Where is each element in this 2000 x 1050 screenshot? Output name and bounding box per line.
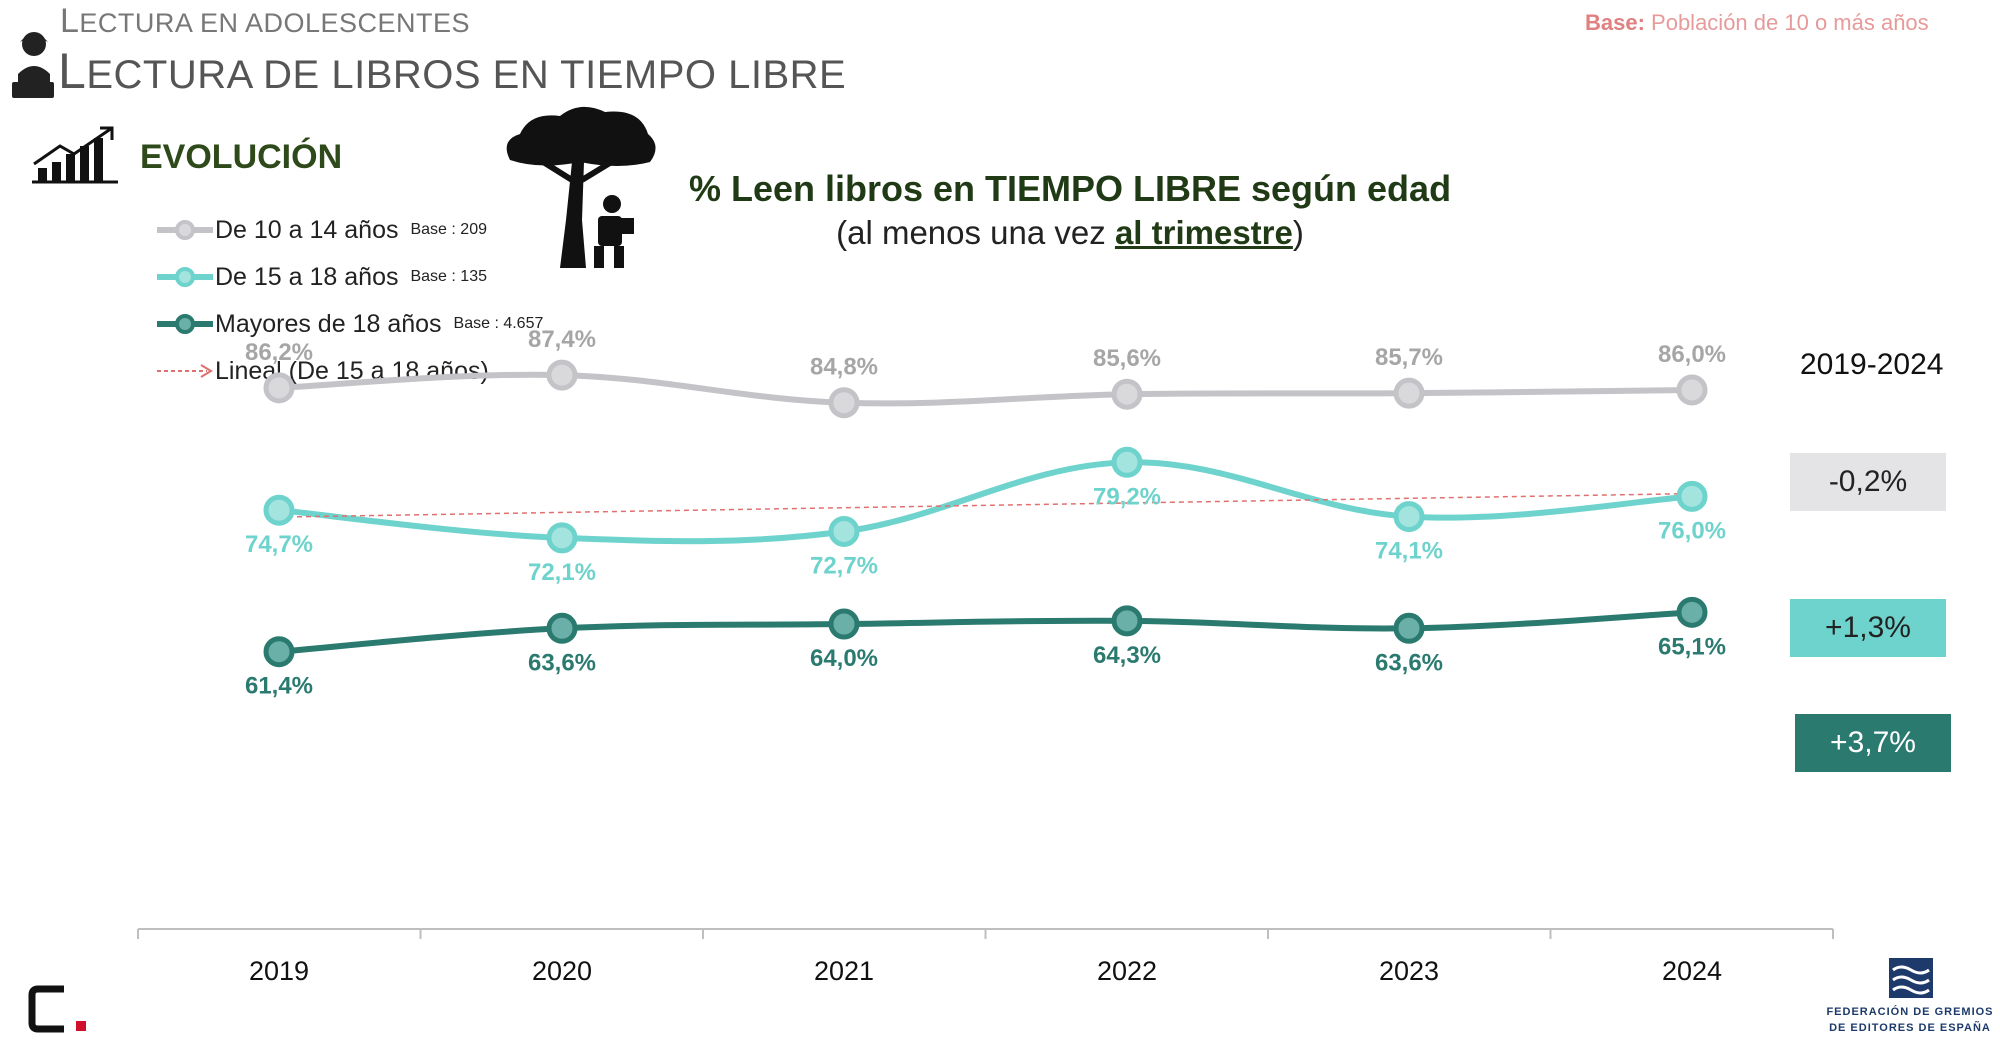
c-brand-logo — [28, 985, 86, 1033]
data-point-1-0 — [263, 494, 295, 526]
data-label-0-0: 86,2% — [245, 339, 313, 366]
data-point-0-0 — [263, 372, 295, 404]
data-label-1-3: 79,2% — [1093, 483, 1161, 510]
data-label-2-4: 63,6% — [1375, 649, 1443, 676]
data-label-0-5: 86,0% — [1658, 341, 1726, 368]
data-point-1-3 — [1111, 446, 1143, 478]
data-point-1-1 — [546, 522, 578, 554]
legend-label: Mayores de 18 años — [215, 309, 442, 338]
x-tick-label-2023: 2023 — [1379, 956, 1439, 986]
legend-item-10-14: De 10 a 14 años Base : 209 — [155, 210, 543, 250]
data-label-2-3: 64,3% — [1093, 642, 1161, 669]
legend-base: Base : 4.657 — [453, 315, 544, 332]
data-point-2-5 — [1676, 596, 1708, 628]
legend-swatch — [157, 364, 213, 378]
federation-logo-icon — [1889, 958, 1933, 998]
data-point-2-3 — [1111, 605, 1143, 637]
data-point-0-3 — [1111, 378, 1143, 410]
data-label-2-1: 63,6% — [528, 649, 596, 676]
legend-base: Base : 135 — [410, 268, 487, 285]
data-point-1-2 — [828, 515, 860, 547]
data-point-2-1 — [546, 612, 578, 644]
x-tick-label-2022: 2022 — [1097, 956, 1157, 986]
legend-label: De 15 a 18 años — [215, 262, 399, 291]
series-line-0 — [276, 371, 1695, 407]
data-label-1-5: 76,0% — [1658, 517, 1726, 544]
legend-swatch — [157, 220, 213, 240]
data-point-2-4 — [1393, 612, 1425, 644]
trendline — [278, 492, 1687, 518]
x-tick-label-2024: 2024 — [1662, 956, 1722, 986]
data-point-1-5 — [1676, 480, 1708, 512]
change-box-15-18: +1,3% — [1790, 599, 1946, 657]
change-box-10-14: -0,2% — [1790, 453, 1946, 511]
data-label-0-3: 85,6% — [1093, 345, 1161, 372]
tree-reading-icon — [506, 106, 656, 268]
series-line-2 — [276, 609, 1695, 655]
x-tick-label-2019: 2019 — [249, 956, 309, 986]
data-label-0-4: 85,7% — [1375, 344, 1443, 371]
chart-subtitle: (al menos una vez al trimestre) — [836, 214, 1304, 251]
data-label-1-1: 72,1% — [528, 559, 596, 586]
legend-label: De 10 a 14 años — [215, 215, 399, 244]
legend-item-15-18: De 15 a 18 años Base : 135 — [155, 257, 543, 297]
legend: De 10 a 14 años Base : 209 De 15 a 18 añ… — [155, 210, 543, 391]
growth-chart-icon — [32, 126, 118, 184]
data-label-2-5: 65,1% — [1658, 633, 1726, 660]
data-label-1-4: 74,1% — [1375, 538, 1443, 565]
x-tick-label-2020: 2020 — [532, 956, 592, 986]
section-label: LECTURA EN ADOLESCENTES — [60, 2, 471, 40]
reader-icon — [12, 32, 54, 98]
data-point-0-5 — [1676, 374, 1708, 406]
chart-title: % Leen libros en TIEMPO LIBRE según edad — [688, 168, 1452, 209]
x-tick-label-2021: 2021 — [814, 956, 874, 986]
period-label: 2019-2024 — [1800, 348, 1944, 381]
evolution-label: EVOLUCIÓN — [140, 138, 343, 176]
data-point-0-1 — [546, 359, 578, 391]
data-point-0-2 — [828, 387, 860, 419]
data-label-0-2: 84,8% — [810, 354, 878, 381]
legend-swatch — [157, 314, 213, 334]
data-label-2-2: 64,0% — [810, 645, 878, 672]
data-label-2-0: 61,4% — [245, 673, 313, 700]
data-point-2-2 — [828, 608, 860, 640]
data-point-0-4 — [1393, 377, 1425, 409]
data-label-1-2: 72,7% — [810, 552, 878, 579]
page-title: LECTURA DE LIBROS EN TIEMPO LIBRE — [58, 43, 847, 99]
data-point-2-0 — [263, 636, 295, 668]
legend-item-adults: Mayores de 18 años Base : 4.657 — [155, 304, 543, 344]
data-label-0-1: 87,4% — [528, 326, 596, 353]
series-line-1 — [276, 459, 1695, 545]
change-box-adults: +3,7% — [1795, 714, 1951, 772]
base-note: Base: Población de 10 o más años — [1585, 10, 1929, 35]
federation-logo-text: FEDERACIÓN DE GREMIOS DE EDITORES DE ESP… — [1826, 1006, 1994, 1034]
data-label-1-0: 74,7% — [245, 531, 313, 558]
legend-swatch — [157, 267, 213, 287]
data-point-1-4 — [1393, 501, 1425, 533]
legend-base: Base : 209 — [410, 221, 487, 238]
